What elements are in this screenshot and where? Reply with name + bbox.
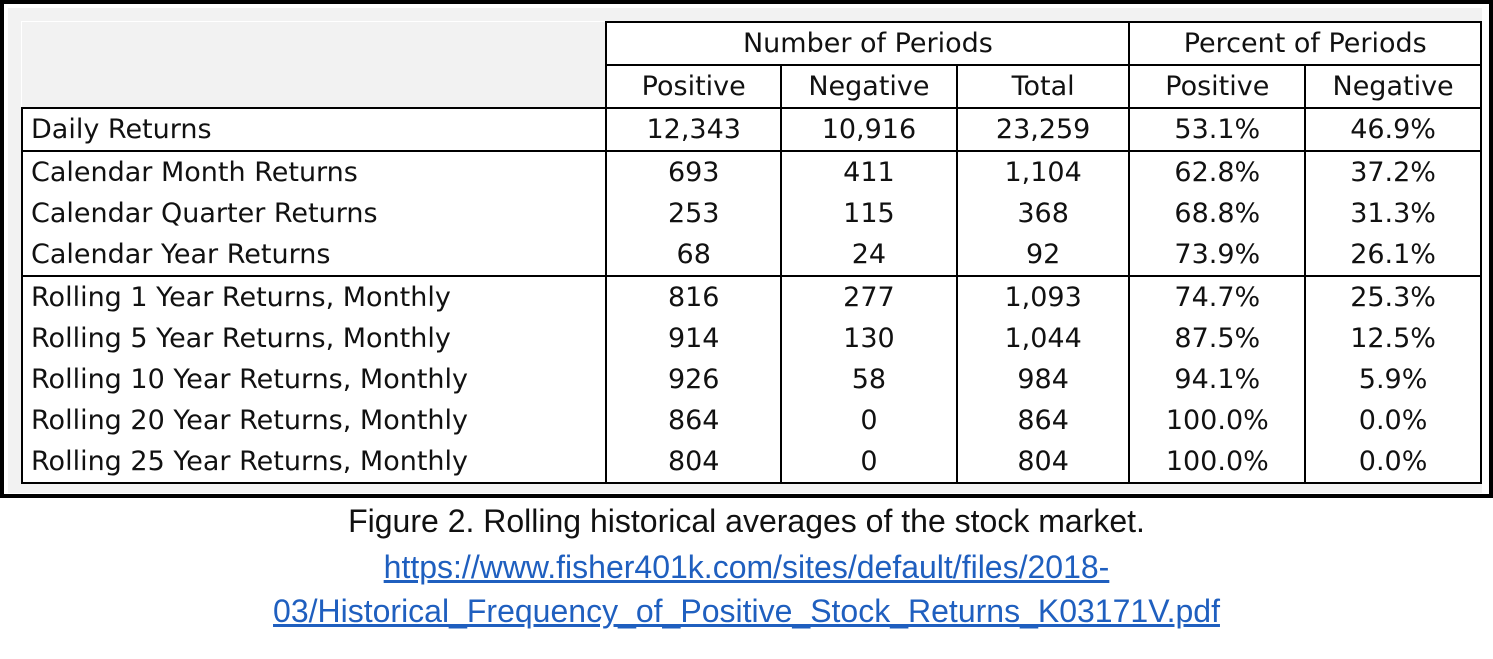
cell-positive: 68 (606, 234, 783, 277)
cell-percent-negative: 12.5% (1305, 318, 1482, 359)
source-link-line-2[interactable]: 03/Historical_Frequency_of_Positive_Stoc… (273, 593, 1220, 629)
cell-positive: 914 (606, 318, 783, 359)
cell-total: 1,044 (956, 318, 1131, 359)
source-link-line-1[interactable]: https://www.fisher401k.com/sites/default… (383, 549, 1110, 585)
cell-positive: 816 (606, 275, 783, 318)
cell-percent-positive: 62.8% (1129, 150, 1307, 193)
cell-total: 984 (956, 359, 1131, 400)
table-row: Daily Returns 12,343 10,916 23,259 53.1%… (20, 107, 1482, 152)
row-label: Calendar Quarter Returns (20, 193, 608, 234)
cell-percent-positive: 94.1% (1129, 359, 1307, 400)
table-frame: Number of Periods Percent of Periods Pos… (0, 0, 1493, 498)
cell-percent-negative: 26.1% (1305, 234, 1482, 277)
cell-positive: 12,343 (606, 107, 783, 152)
cell-percent-positive: 100.0% (1129, 400, 1307, 441)
corner-blank (22, 22, 607, 65)
cell-positive: 693 (606, 150, 783, 193)
row-label: Calendar Year Returns (20, 234, 608, 277)
cell-percent-negative: 37.2% (1305, 150, 1482, 193)
cell-percent-positive: 100.0% (1129, 441, 1307, 484)
cell-negative: 24 (781, 234, 958, 277)
cell-negative: 115 (781, 193, 958, 234)
cell-total: 864 (956, 400, 1131, 441)
cell-percent-negative: 46.9% (1305, 107, 1482, 152)
cell-total: 1,093 (956, 275, 1131, 318)
header-positive: Positive (605, 64, 783, 109)
group-header-percent-of-periods: Percent of Periods (1128, 21, 1482, 66)
cell-total: 1,104 (956, 150, 1131, 193)
corner-blank-2 (22, 65, 607, 108)
table-row: Calendar Quarter Returns 253 115 368 68.… (20, 193, 1482, 234)
cell-negative: 130 (781, 318, 958, 359)
header-total: Total (955, 64, 1131, 109)
row-label: Rolling 5 Year Returns, Monthly (20, 318, 608, 359)
cell-percent-negative: 31.3% (1305, 193, 1482, 234)
cell-positive: 804 (606, 441, 783, 484)
table-row: Rolling 20 Year Returns, Monthly 864 0 8… (20, 400, 1482, 441)
cell-percent-negative: 5.9% (1305, 359, 1482, 400)
table-row: Rolling 10 Year Returns, Monthly 926 58 … (20, 359, 1482, 400)
table-row: Rolling 1 Year Returns, Monthly 816 277 … (20, 275, 1482, 318)
cell-positive: 864 (606, 400, 783, 441)
cell-total: 368 (956, 193, 1131, 234)
table-row: Rolling 5 Year Returns, Monthly 914 130 … (20, 318, 1482, 359)
row-label: Rolling 10 Year Returns, Monthly (20, 359, 608, 400)
row-label: Calendar Month Returns (20, 150, 608, 193)
figure-caption: Figure 2. Rolling historical averages of… (348, 503, 1145, 539)
sub-header-row: Positive Negative Total Positive Negativ… (22, 64, 1482, 109)
row-label: Rolling 20 Year Returns, Monthly (20, 400, 608, 441)
cell-percent-negative: 0.0% (1305, 400, 1482, 441)
cell-percent-positive: 87.5% (1129, 318, 1307, 359)
cell-total: 804 (956, 441, 1131, 484)
header-negative: Negative (780, 64, 958, 109)
cell-positive: 926 (606, 359, 783, 400)
row-label: Rolling 25 Year Returns, Monthly (20, 441, 608, 484)
cell-negative: 277 (781, 275, 958, 318)
cell-percent-positive: 53.1% (1129, 107, 1307, 152)
cell-percent-positive: 73.9% (1129, 234, 1307, 277)
cell-negative: 58 (781, 359, 958, 400)
group-header-row: Number of Periods Percent of Periods (22, 21, 1482, 66)
cell-total: 92 (956, 234, 1131, 277)
cell-percent-negative: 0.0% (1305, 441, 1482, 484)
row-label: Daily Returns (20, 107, 608, 152)
table-row: Calendar Month Returns 693 411 1,104 62.… (20, 150, 1482, 193)
table-row: Calendar Year Returns 68 24 92 73.9% 26.… (20, 234, 1482, 277)
group-header-number-of-periods: Number of Periods (605, 21, 1131, 66)
header-percent-negative: Negative (1304, 64, 1482, 109)
row-label: Rolling 1 Year Returns, Monthly (20, 275, 608, 318)
cell-total: 23,259 (956, 107, 1131, 152)
cell-negative: 0 (781, 441, 958, 484)
cell-percent-negative: 25.3% (1305, 275, 1482, 318)
header-percent-positive: Positive (1128, 64, 1307, 109)
cell-positive: 253 (606, 193, 783, 234)
cell-negative: 411 (781, 150, 958, 193)
table-background: Number of Periods Percent of Periods Pos… (8, 8, 1482, 493)
cell-negative: 10,916 (781, 107, 958, 152)
cell-percent-positive: 68.8% (1129, 193, 1307, 234)
table-row: Rolling 25 Year Returns, Monthly 804 0 8… (20, 441, 1482, 484)
cell-negative: 0 (781, 400, 958, 441)
returns-table: Number of Periods Percent of Periods Pos… (20, 21, 1482, 484)
cell-percent-positive: 74.7% (1129, 275, 1307, 318)
